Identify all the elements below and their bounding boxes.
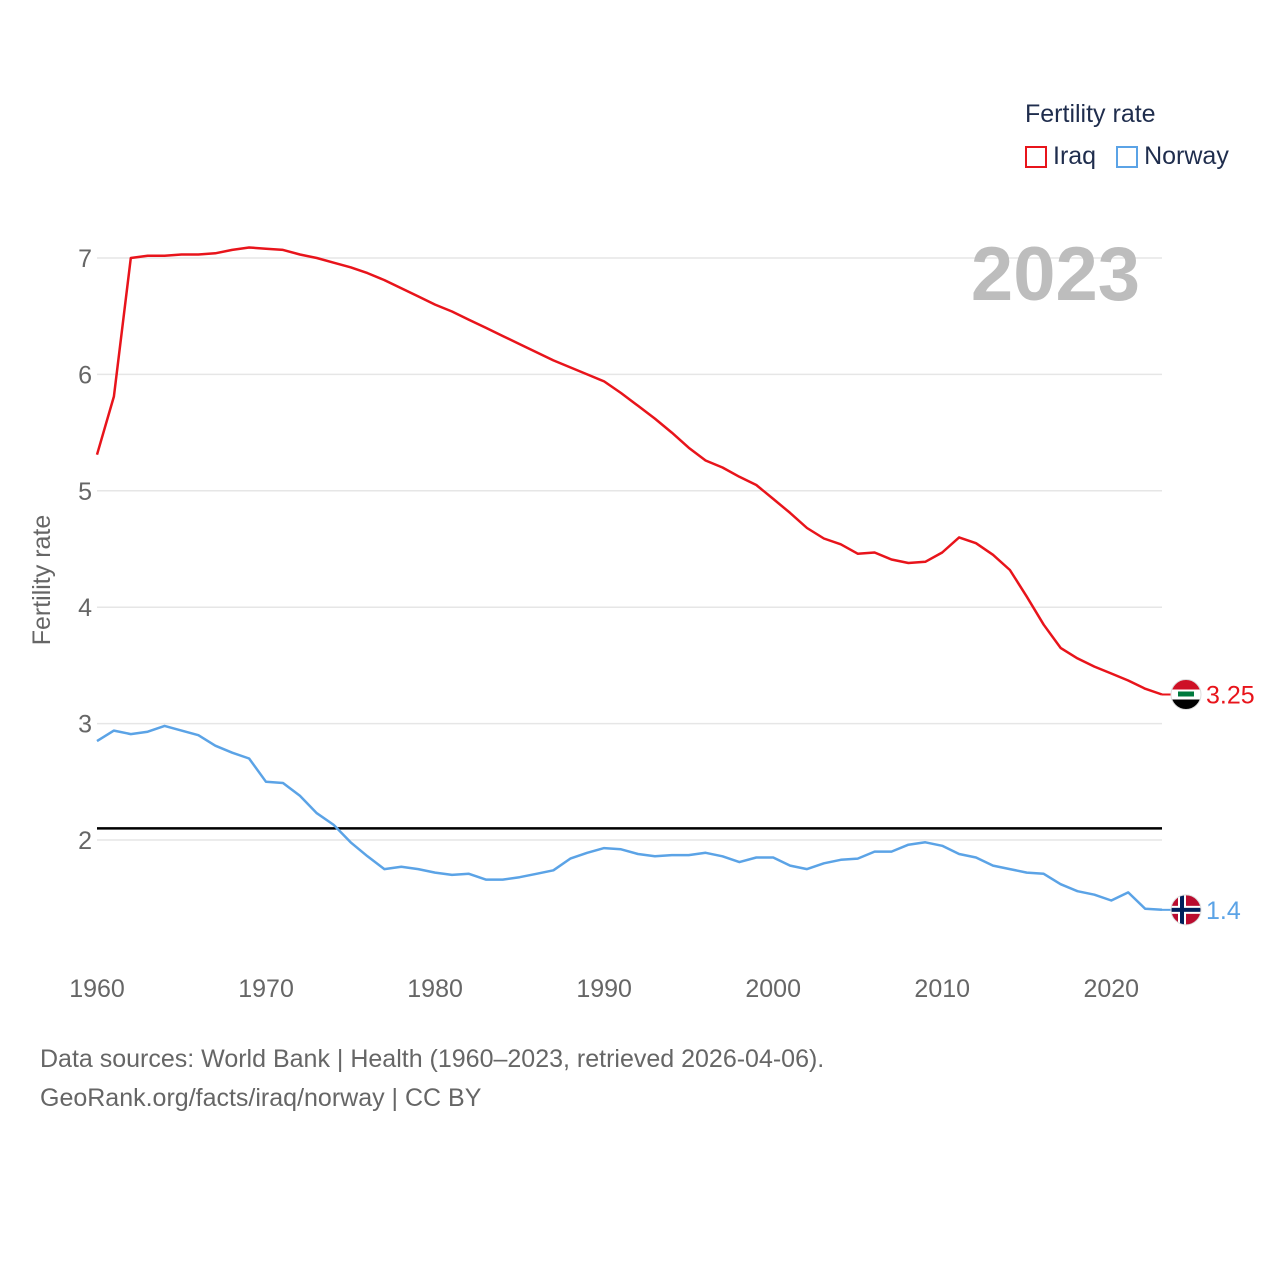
gridlines [97,257,1162,841]
x-tick-2010: 2010 [914,975,970,1003]
y-tick-5: 5 [78,478,92,506]
legend-item-iraq[interactable]: Iraq [1025,142,1096,171]
x-tick-1970: 1970 [238,975,294,1003]
y-tick-6: 6 [78,361,92,389]
legend-label-iraq: Iraq [1053,142,1097,170]
x-tick-2020: 2020 [1083,975,1139,1003]
x-tick-2000: 2000 [745,975,801,1003]
y-tick-labels: 2 3 4 5 6 7 [78,245,92,855]
y-axis-label: Fertility rate [28,515,56,646]
x-tick-1990: 1990 [576,975,632,1003]
legend-item-norway[interactable]: Norway [1116,142,1229,171]
footer-sources: Data sources: World Bank | Health (1960–… [40,1045,825,1073]
legend-label-norway: Norway [1144,142,1229,170]
x-tick-1960: 1960 [69,975,125,1003]
footer-link[interactable]: GeoRank.org/facts/iraq/norway | CC BY [40,1084,482,1112]
x-tick-1980: 1980 [407,975,463,1003]
end-value-label-norway: 1.4 [1206,897,1241,925]
y-tick-7: 7 [78,245,92,273]
legend-title: Fertility rate [1025,100,1156,128]
legend-swatch-norway [1116,145,1139,168]
y-tick-2: 2 [78,827,92,855]
big-year-label: 2023 [971,232,1140,317]
series-group [95,246,1163,912]
series-line-iraq [95,246,1163,696]
legend-swatch-iraq [1025,145,1047,168]
iraq-flag-icon [1170,679,1202,710]
end-value-label-iraq: 3.25 [1206,682,1255,710]
y-tick-3: 3 [78,711,92,739]
series-line-norway [96,724,1163,912]
norway-flag-icon [1170,894,1202,926]
x-tick-labels: 1960 1970 1980 1990 2000 2010 2020 [69,975,1139,1003]
end-markers: 3.25 1.4 [1162,679,1255,926]
legend: Iraq Norway [1025,142,1249,171]
y-tick-4: 4 [78,594,92,622]
